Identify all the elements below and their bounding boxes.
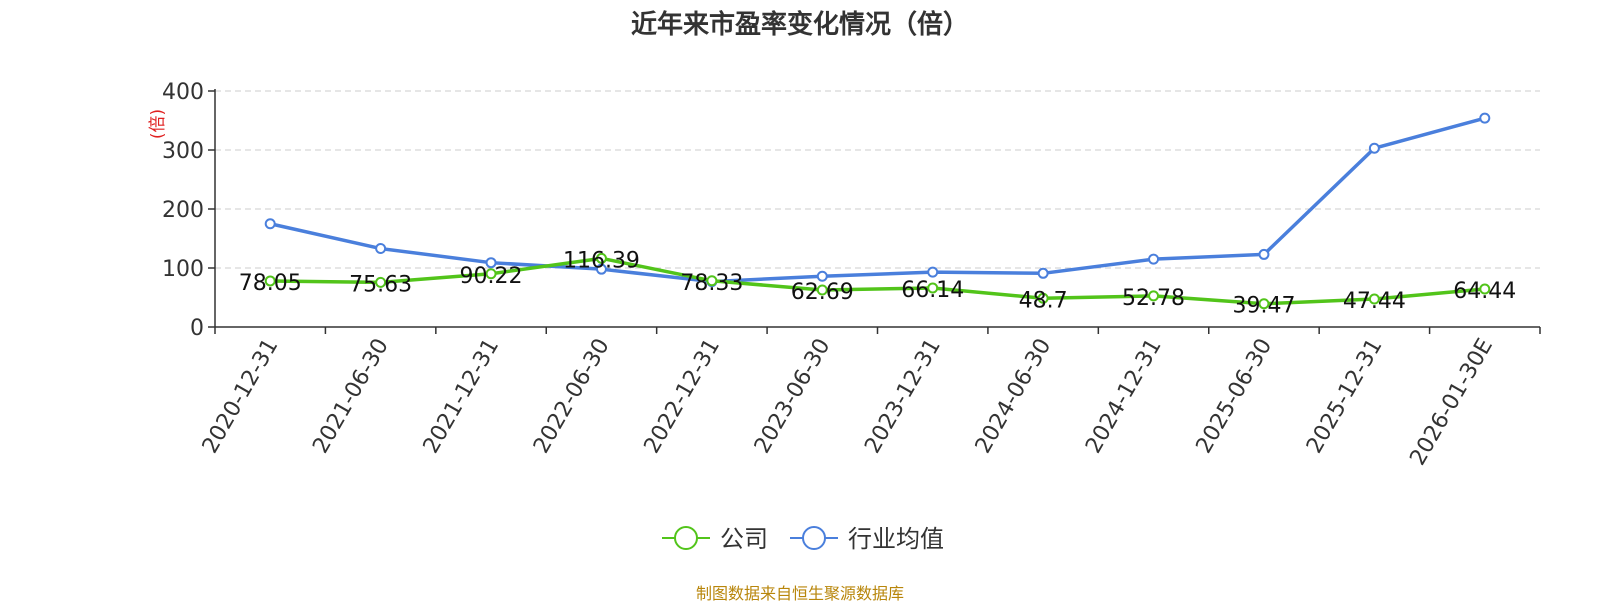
y-tick-label: 100 (162, 257, 204, 282)
data-point (1148, 290, 1160, 302)
data-point (706, 275, 718, 287)
data-point (1258, 298, 1270, 310)
data-point (816, 270, 828, 282)
grid-lines (215, 90, 1540, 269)
x-tick-label: 2026-01-30E (1405, 335, 1498, 470)
y-tick-label: 400 (162, 80, 204, 105)
data-point (1037, 267, 1049, 279)
x-tick-label: 2020-12-31 (198, 335, 284, 458)
y-axis-label: (倍) (148, 109, 168, 139)
data-label: 52.78 (1122, 286, 1185, 311)
data-point (816, 284, 828, 296)
x-tick-label: 2023-12-31 (860, 334, 946, 457)
legend-item[interactable]: 行业均值 (790, 525, 944, 553)
data-point (1368, 142, 1380, 154)
series-line (270, 256, 1485, 306)
data-point (264, 275, 276, 287)
data-label: 90.22 (460, 264, 523, 289)
data-label: 47.44 (1343, 289, 1406, 314)
data-point (485, 257, 497, 269)
legend-label: 公司 (720, 525, 768, 553)
line-chart: 0 100 200 300 400 (倍) 2020-12-31 2021-06-30 2021… (148, 80, 1541, 553)
data-point (264, 218, 276, 230)
data-label: 39.47 (1232, 294, 1295, 319)
y-tick-label: 300 (162, 139, 204, 164)
data-label: 116.39 (563, 248, 640, 273)
data-label: 64.44 (1453, 279, 1516, 304)
data-label: 66.14 (901, 278, 964, 303)
legend-marker (674, 526, 698, 550)
chart-title: 近年来市盈率变化情况（倍） (630, 10, 969, 40)
data-point (595, 252, 607, 264)
x-tick-label: 2022-06-30 (529, 335, 615, 458)
data-point (485, 268, 497, 280)
data-point (1037, 292, 1049, 304)
series-lines (264, 112, 1491, 310)
data-point (1258, 248, 1270, 260)
data-point (1368, 293, 1380, 305)
data-labels: 78.05 75.63 90.22 116.39 78.33 62.69 66.14 48.7… (239, 248, 1517, 318)
data-label: 62.69 (791, 280, 854, 305)
legend-label: 行业均值 (848, 525, 944, 553)
data-point (595, 263, 607, 275)
legend-marker (802, 526, 826, 550)
data-label: 48.7 (1019, 288, 1068, 313)
data-point (927, 266, 939, 278)
x-tick-label: 2023-06-30 (750, 335, 836, 458)
data-point (375, 243, 387, 255)
x-tick-label: 2024-12-31 (1081, 335, 1167, 458)
data-point (1479, 283, 1491, 295)
y-tick-label: 200 (162, 198, 204, 223)
y-tick-label: 0 (190, 316, 204, 341)
source-note: 制图数据来自恒生聚源数据库 (695, 584, 904, 603)
data-label: 75.63 (349, 272, 412, 297)
data-label: 78.33 (680, 271, 743, 296)
legend-item[interactable]: 公司 (662, 525, 768, 553)
data-point (375, 276, 387, 288)
x-tick-label: 2025-12-31 (1302, 335, 1388, 458)
series-line (269, 116, 1486, 284)
x-tick-label: 2025-06-30 (1192, 335, 1278, 458)
data-point (927, 282, 939, 294)
data-point (1479, 112, 1491, 124)
x-tick-label: 2022-12-31 (639, 335, 725, 458)
x-tick-label: 2021-06-30 (308, 335, 394, 458)
x-tick-label: 2021-12-31 (419, 334, 505, 457)
data-label: 78.05 (239, 271, 302, 296)
x-tick-label: 2024-06-30 (971, 335, 1057, 458)
data-point (1148, 253, 1160, 265)
legend[interactable]: 公司 行业均值 (662, 525, 944, 553)
